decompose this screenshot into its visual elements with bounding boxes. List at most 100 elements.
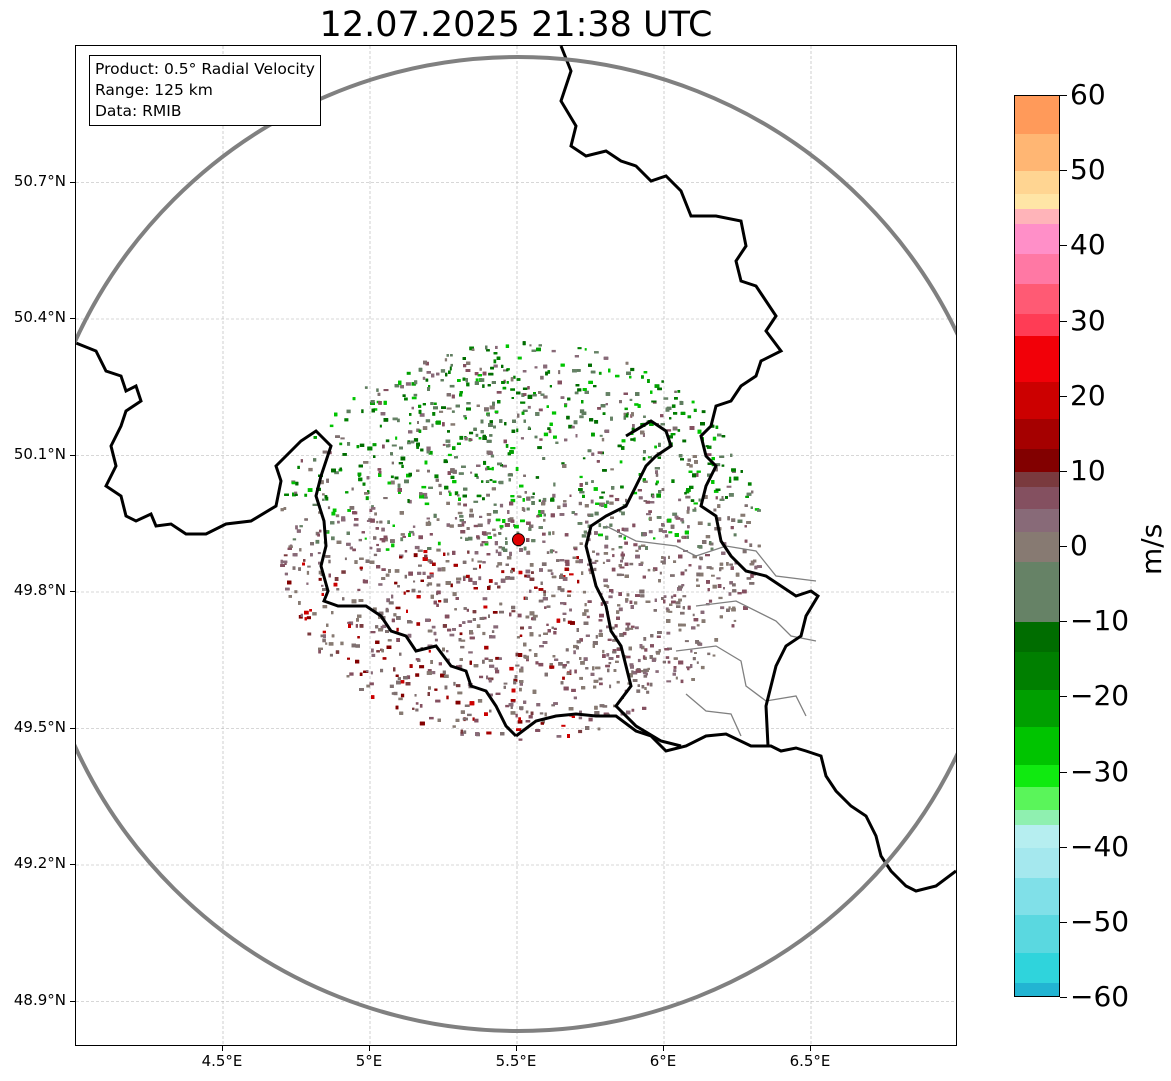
colorbar-tick: [1060, 846, 1067, 848]
colorbar-tick-label: 60: [1070, 78, 1106, 111]
colorbar-band: [1015, 471, 1059, 487]
lat-tick: [70, 454, 75, 456]
colorbar-band: [1015, 787, 1059, 810]
info-product: Product: 0.5° Radial Velocity: [95, 60, 315, 78]
colorbar-tick-label: −30: [1070, 754, 1130, 788]
lat-tick-label: 48.9°N: [13, 990, 66, 1009]
colorbar-band: [1015, 952, 1059, 983]
country-border-inner: [584, 419, 682, 748]
lat-tick: [70, 591, 75, 592]
colorbar-band: [1015, 449, 1059, 472]
info-data-source: Data: RMIB: [95, 102, 182, 120]
colorbar-tick: [1060, 170, 1067, 172]
country-borders: [76, 46, 956, 893]
colorbar-tick: [1060, 997, 1067, 998]
colorbar-band: [1015, 915, 1059, 953]
colorbar-band: [1015, 419, 1059, 450]
colorbar-tick: [1060, 621, 1067, 623]
colorbar-tick-label: −10: [1070, 604, 1130, 638]
lat-tick: [70, 181, 75, 183]
admin-border-line: [695, 600, 817, 642]
colorbar-band: [1015, 336, 1059, 382]
map-canvas: [76, 46, 956, 1045]
colorbar-band: [1015, 486, 1059, 510]
radar-site-marker[interactable]: [511, 533, 525, 547]
colorbar-band: [1015, 283, 1059, 314]
lat-tick-label: 50.4°N: [13, 308, 66, 326]
map-title: 12.07.2025 21:38 UTC: [319, 5, 713, 45]
country-border-west: [76, 341, 518, 738]
lon-tick-label: 6°E: [649, 1052, 677, 1070]
lat-tick-label: 49.8°N: [13, 581, 66, 599]
colorbar-band: [1015, 982, 1059, 996]
lon-tick: [369, 1046, 370, 1051]
colorbar-band: [1015, 171, 1059, 194]
admin-border-line: [685, 693, 742, 737]
info-box: Product: 0.5° Radial Velocity Range: 125…: [89, 55, 321, 126]
lon-tick: [663, 1046, 664, 1051]
colorbar-band: [1015, 381, 1059, 420]
colorbar-tick: [1060, 245, 1067, 247]
colorbar-band: [1015, 764, 1059, 788]
colorbar-band: [1015, 509, 1059, 532]
colorbar-band: [1015, 727, 1059, 765]
colorbar-tick-label: −60: [1070, 980, 1130, 1013]
lon-tick-label: 5.5°E: [495, 1052, 537, 1070]
colorbar-tick: [1060, 395, 1067, 397]
colorbar-band: [1015, 847, 1059, 878]
colorbar-band: [1015, 689, 1059, 728]
lon-tick-label: 6.5°E: [789, 1052, 831, 1070]
colorbar-unit: m/s: [1135, 523, 1168, 575]
lat-tick-label: 50.1°N: [13, 444, 66, 463]
colorbar-band: [1015, 253, 1059, 284]
colorbar-band: [1015, 223, 1059, 254]
colorbar: [1014, 95, 1060, 997]
gridlines: [76, 46, 956, 1045]
lat-tick-label: 50.7°N: [13, 171, 66, 190]
colorbar-tick-label: 40: [1070, 228, 1106, 262]
colorbar-band: [1015, 622, 1059, 653]
colorbar-band: [1015, 96, 1059, 134]
colorbar-band: [1015, 824, 1059, 848]
range-ring: [76, 55, 956, 1033]
radar-map[interactable]: [75, 45, 957, 1046]
lon-tick-label: 4.5°E: [201, 1052, 243, 1070]
colorbar-tick-label: 50: [1070, 153, 1106, 187]
colorbar-band: [1015, 531, 1059, 562]
colorbar-tick-label: −50: [1070, 904, 1130, 938]
colorbar-band: [1015, 313, 1059, 337]
lon-tick-label: 5°E: [355, 1052, 383, 1070]
colorbar-tick: [1060, 95, 1067, 96]
colorbar-tick: [1060, 696, 1067, 698]
colorbar-tick: [1060, 320, 1067, 322]
colorbar-tick-label: −20: [1070, 679, 1130, 713]
colorbar-tick: [1060, 470, 1067, 472]
lon-tick: [810, 1046, 811, 1051]
lon-tick: [222, 1046, 223, 1051]
colorbar-tick-label: 10: [1070, 453, 1106, 487]
colorbar-band: [1015, 877, 1059, 916]
admin-border-line: [605, 525, 817, 582]
colorbar-band: [1015, 133, 1059, 172]
lat-tick: [70, 864, 75, 865]
colorbar-tick-label: −40: [1070, 829, 1130, 863]
colorbar-band: [1015, 193, 1059, 209]
colorbar-tick-label: 30: [1070, 303, 1106, 337]
colorbar-band: [1015, 208, 1059, 224]
colorbar-band: [1015, 809, 1059, 825]
lat-tick-label: 49.5°N: [13, 717, 66, 736]
colorbar-band: [1015, 652, 1059, 690]
country-border-south: [515, 712, 956, 893]
colorbar-band: [1015, 561, 1059, 623]
colorbar-tick: [1060, 771, 1067, 773]
lat-tick: [70, 1000, 75, 1002]
colorbar-tick-label: 20: [1070, 378, 1106, 412]
colorbar-tick-label: 0: [1070, 529, 1088, 562]
lat-tick-label: 49.2°N: [13, 854, 66, 872]
lat-tick: [70, 727, 75, 729]
colorbar-tick: [1060, 546, 1067, 547]
info-range: Range: 125 km: [95, 81, 213, 99]
velocity-echoes: [280, 341, 762, 741]
lon-tick: [516, 1046, 517, 1051]
colorbar-tick: [1060, 921, 1067, 923]
